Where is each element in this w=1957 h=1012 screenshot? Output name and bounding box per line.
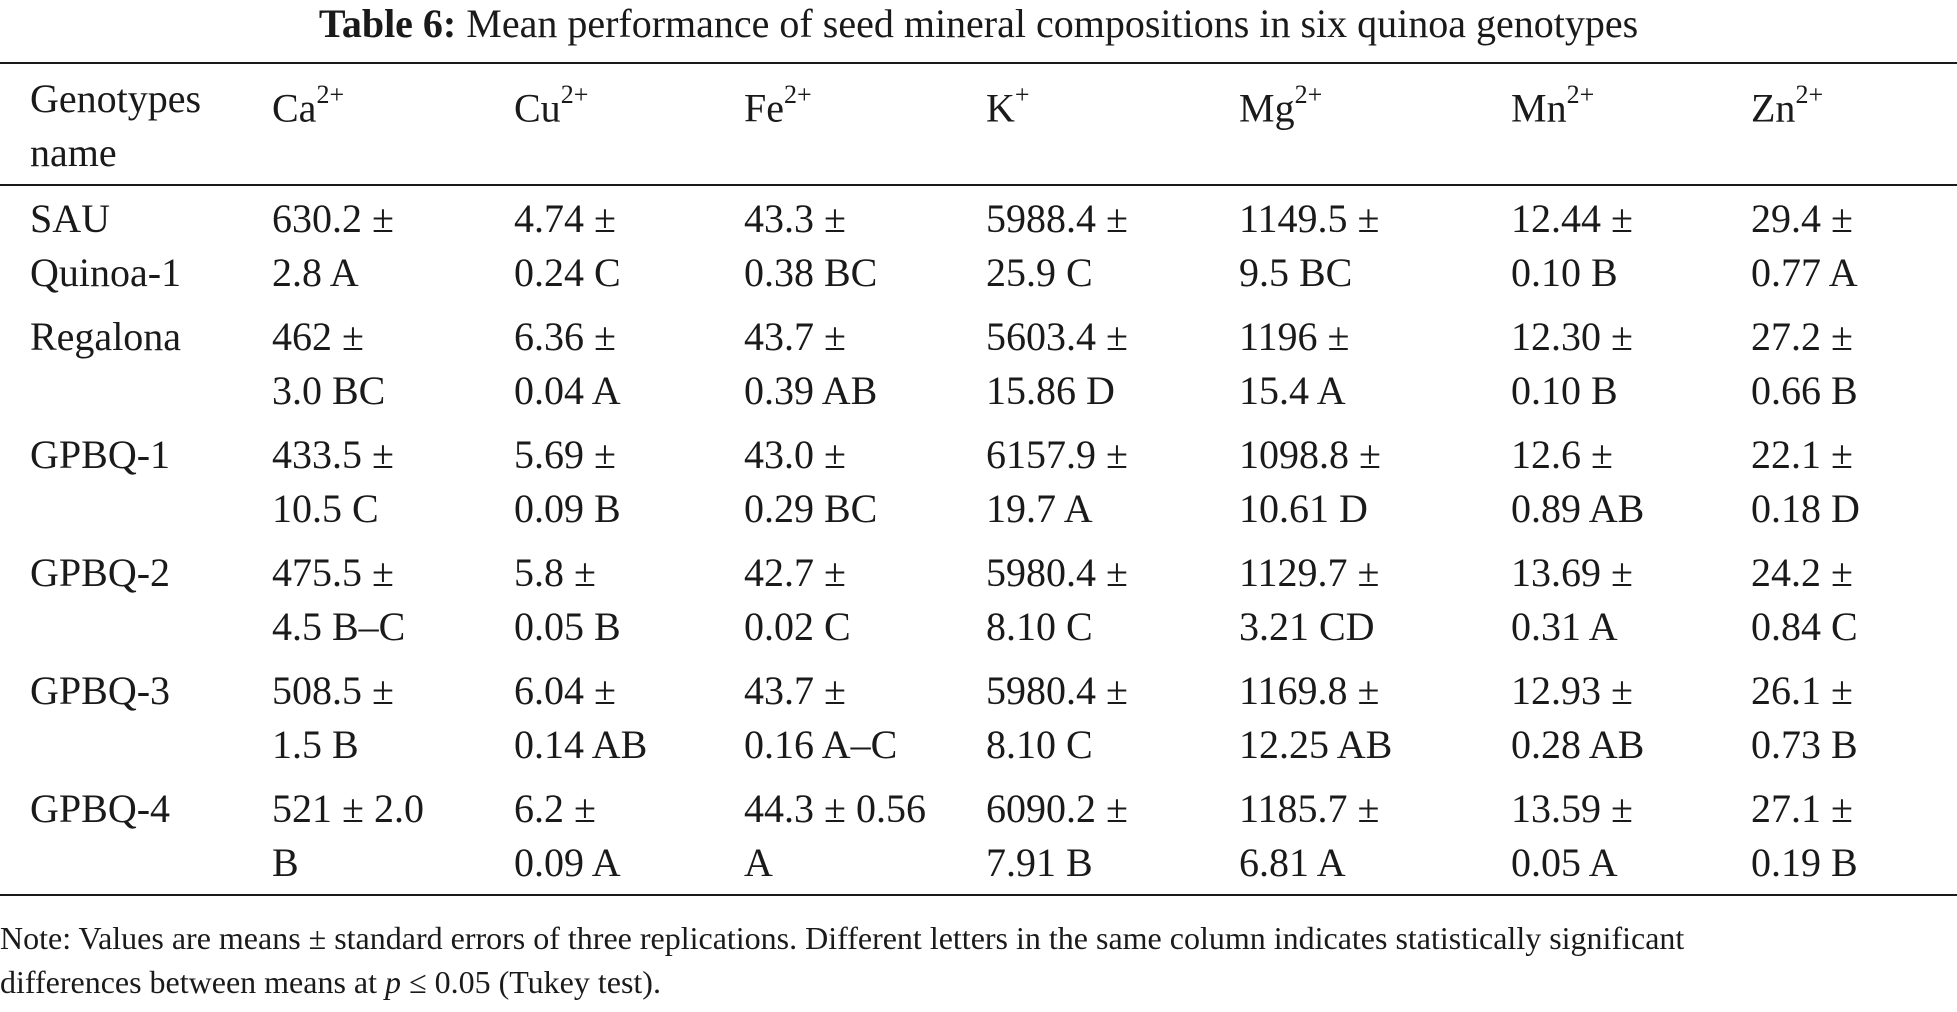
header-charge: 2+ (1294, 80, 1323, 109)
note-line-1: Note: Values are means ± standard errors… (0, 920, 1685, 956)
cell-zn: 27.2 ± 0.66 B (1751, 314, 1858, 413)
cell-ca: 462 ± 3.0 BC (272, 314, 386, 413)
header-element: Mg (1239, 85, 1295, 131)
note-line-2: differences between means at p ≤ 0.05 (T… (0, 960, 1957, 1004)
header-ca: Ca2+ (242, 63, 484, 185)
header-element: Fe (744, 85, 784, 131)
cell-cu: 6.36 ± 0.04 A (514, 314, 621, 413)
cell-fe: 43.7 ± 0.39 AB (744, 314, 878, 413)
genotype-name: GPBQ-1 (30, 432, 171, 477)
cell-mn: 12.30 ± 0.10 B (1511, 314, 1633, 413)
table-row: Regalona 462 ± 3.0 BC 6.36 ± 0.04 A 43.7… (0, 304, 1957, 422)
note-text: differences between means at (0, 964, 385, 1000)
table-row: GPBQ-2 475.5 ± 4.5 B–C 5.8 ± 0.05 B 42.7… (0, 540, 1957, 658)
header-zn: Zn2+ (1721, 63, 1957, 185)
table-body: SAU Quinoa-1 630.2 ± 2.8 A 4.74 ± 0.24 C… (0, 185, 1957, 895)
cell-fe: 43.0 ± 0.29 BC (744, 432, 878, 531)
cell-ca: 630.2 ± 2.8 A (272, 196, 394, 295)
cell-mn: 12.44 ± 0.10 B (1511, 196, 1633, 295)
cell-mg: 1149.5 ± 9.5 BC (1239, 196, 1380, 295)
cell-cu: 5.69 ± 0.09 B (514, 432, 621, 531)
cell-zn: 27.1 ± 0.19 B (1751, 786, 1858, 885)
cell-mg: 1196 ± 15.4 A (1239, 314, 1350, 413)
cell-k: 5603.4 ± 15.86 D (986, 314, 1128, 413)
cell-cu: 6.2 ± 0.09 A (514, 786, 621, 885)
header-element: K (986, 85, 1015, 131)
header-charge: 2+ (784, 80, 812, 109)
header-k: K+ (956, 63, 1209, 185)
cell-mn: 12.6 ± 0.89 AB (1511, 432, 1645, 531)
cell-mg: 1185.7 ± 6.81 A (1239, 786, 1380, 885)
cell-zn: 26.1 ± 0.73 B (1751, 668, 1858, 767)
table-row: GPBQ-1 433.5 ± 10.5 C 5.69 ± 0.09 B 43.0… (0, 422, 1957, 540)
cell-mn: 13.59 ± 0.05 A (1511, 786, 1633, 885)
caption-text: Mean performance of seed mineral composi… (466, 1, 1639, 46)
header-charge: 2+ (1795, 80, 1824, 109)
cell-cu: 4.74 ± 0.24 C (514, 196, 621, 295)
cell-ca: 475.5 ± 4.5 B–C (272, 550, 406, 649)
genotype-name: Regalona (30, 314, 182, 359)
cell-ca: 508.5 ± 1.5 B (272, 668, 394, 767)
header-element: Cu (514, 85, 561, 131)
header-element: Zn (1751, 85, 1796, 131)
cell-fe: 43.7 ± 0.16 A–C (744, 668, 898, 767)
cell-cu: 5.8 ± 0.05 B (514, 550, 621, 649)
note-p-variable: p (385, 964, 401, 1000)
cell-mn: 13.69 ± 0.31 A (1511, 550, 1633, 649)
cell-k: 5980.4 ± 8.10 C (986, 668, 1128, 767)
cell-zn: 24.2 ± 0.84 C (1751, 550, 1858, 649)
header-mn: Mn2+ (1481, 63, 1721, 185)
cell-zn: 22.1 ± 0.18 D (1751, 432, 1860, 531)
genotype-name: SAU Quinoa-1 (30, 196, 182, 295)
cell-fe: 43.3 ± 0.38 BC (744, 196, 878, 295)
genotype-name: GPBQ-3 (30, 668, 171, 713)
table-caption: Table 6: Mean performance of seed minera… (0, 0, 1957, 48)
note-text: ≤ 0.05 (Tukey test). (401, 964, 661, 1000)
table-row: GPBQ-3 508.5 ± 1.5 B 6.04 ± 0.14 AB 43.7… (0, 658, 1957, 776)
table-header: Genotypes name Ca2+ Cu2+ Fe2+ K+ Mg2+ Mn… (0, 63, 1957, 185)
header-genotypes: Genotypes name (30, 76, 202, 175)
genotype-name: GPBQ-4 (30, 786, 171, 831)
cell-mg: 1169.8 ± 12.25 AB (1239, 668, 1393, 767)
caption-label: Table 6: (318, 1, 457, 46)
header-fe: Fe2+ (714, 63, 956, 185)
header-mg: Mg2+ (1209, 63, 1481, 185)
header-cu: Cu2+ (484, 63, 714, 185)
cell-mg: 1129.7 ± 3.21 CD (1239, 550, 1380, 649)
cell-k: 6157.9 ± 19.7 A (986, 432, 1128, 531)
cell-ca: 433.5 ± 10.5 C (272, 432, 394, 531)
header-charge: + (1014, 80, 1030, 109)
cell-fe: 42.7 ± 0.02 C (744, 550, 851, 649)
genotype-name: GPBQ-2 (30, 550, 171, 595)
header-charge: 2+ (560, 80, 589, 109)
cell-cu: 6.04 ± 0.14 AB (514, 668, 648, 767)
header-element: Ca (272, 85, 317, 131)
table-row: GPBQ-4 521 ± 2.0 B 6.2 ± 0.09 A 44.3 ± 0… (0, 776, 1957, 895)
cell-fe: 44.3 ± 0.56 A (744, 786, 926, 885)
table-note: Note: Values are means ± standard errors… (0, 916, 1957, 1004)
table-row: SAU Quinoa-1 630.2 ± 2.8 A 4.74 ± 0.24 C… (0, 185, 1957, 304)
header-charge: 2+ (316, 80, 345, 109)
cell-ca: 521 ± 2.0 B (272, 786, 424, 885)
header-row: Genotypes name Ca2+ Cu2+ Fe2+ K+ Mg2+ Mn… (0, 63, 1957, 185)
cell-zn: 29.4 ± 0.77 A (1751, 196, 1858, 295)
cell-k: 5988.4 ± 25.9 C (986, 196, 1128, 295)
cell-k: 6090.2 ± 7.91 B (986, 786, 1128, 885)
cell-k: 5980.4 ± 8.10 C (986, 550, 1128, 649)
header-element: Mn (1511, 85, 1567, 131)
header-charge: 2+ (1566, 80, 1595, 109)
cell-mn: 12.93 ± 0.28 AB (1511, 668, 1645, 767)
cell-mg: 1098.8 ± 10.61 D (1239, 432, 1381, 531)
mineral-composition-table: Genotypes name Ca2+ Cu2+ Fe2+ K+ Mg2+ Mn… (0, 62, 1957, 896)
